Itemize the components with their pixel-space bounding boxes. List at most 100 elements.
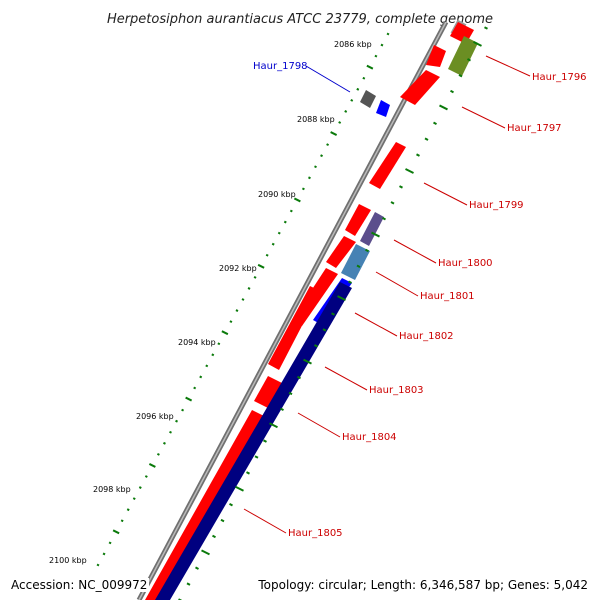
ring-dot: [301, 187, 305, 191]
minor-tick: [467, 58, 471, 62]
ring-dot: [169, 430, 172, 434]
ring-dot: [265, 253, 269, 257]
gene-label-haur-1802: Haur_1802: [399, 331, 454, 342]
minor-tick: [288, 391, 293, 396]
ring-major-tick: [221, 330, 229, 336]
tick-label: 2092 kbp: [219, 264, 257, 273]
ring-dot: [374, 54, 378, 58]
minor-tick: [195, 566, 199, 570]
ring-dot: [338, 121, 342, 124]
ring-dot: [96, 563, 100, 567]
ring-dot: [277, 231, 281, 235]
ring-major-tick: [293, 197, 301, 203]
ring-dot: [211, 353, 215, 357]
ring-dot: [126, 508, 130, 512]
minor-tick: [382, 216, 386, 221]
leader-haur-1796: [485, 55, 531, 77]
gene-haur-1798-gray: [360, 90, 376, 108]
tick-label: 2090 kbp: [258, 190, 296, 199]
minor-tick: [178, 598, 182, 600]
gene-label-haur-1804: Haur_1804: [342, 432, 397, 443]
tick-label: 2100 kbp: [49, 556, 87, 565]
leader-haur-1798: [305, 65, 351, 93]
ring-dot: [326, 143, 330, 147]
minor-tick: [246, 471, 250, 475]
tick-label: 2088 kbp: [297, 115, 335, 124]
leader-lines: [243, 55, 531, 534]
ring-dot: [253, 275, 257, 279]
ring-dot: [247, 287, 251, 290]
leader-haur-1797: [461, 106, 506, 129]
gc-olive-segment: [448, 36, 478, 76]
major-tick: [473, 40, 482, 47]
ring-dot: [181, 408, 185, 412]
minor-tick: [322, 328, 327, 332]
ring-major-tick: [185, 396, 193, 402]
backbone-ring-highlight: [138, 21, 447, 600]
leader-haur-1800: [393, 239, 437, 264]
tick-label: 2086 kbp: [334, 40, 372, 49]
gene-label-haur-1800: Haur_1800: [438, 258, 493, 269]
ring-dot: [163, 441, 166, 445]
gc-mauve-segment: [360, 212, 384, 246]
ring-major-tick: [257, 263, 265, 269]
gene-label-haur-1803: Haur_1803: [369, 385, 424, 396]
cds-haur-1796-arrow: [426, 45, 446, 67]
gc-navy-segment: [155, 282, 352, 600]
ring-dot: [138, 486, 142, 489]
gene-label-haur-1799: Haur_1799: [469, 200, 524, 211]
ring-major-tick: [112, 529, 120, 535]
minor-tick: [433, 121, 437, 126]
ring-dot: [175, 419, 178, 423]
minor-tick: [220, 518, 225, 523]
ring-dot: [308, 176, 311, 180]
cds-haur-1801-feature: [326, 236, 356, 268]
leader-haur-1805: [243, 508, 287, 534]
ring-dot: [271, 242, 275, 246]
ring-dot: [120, 519, 124, 523]
minor-tick: [254, 455, 259, 459]
dotted-ring: [96, 32, 390, 567]
major-tick: [405, 168, 414, 174]
ring-major-tick: [330, 131, 338, 136]
ring-dot: [144, 475, 148, 478]
ring-major-tick: [366, 64, 374, 70]
ring-dot: [217, 342, 221, 346]
ring-dot: [356, 87, 360, 91]
tick-ring: [178, 26, 488, 600]
tick-label: 2096 kbp: [136, 412, 174, 421]
ring-dot: [380, 43, 384, 47]
genome-summary: Topology: circular; Length: 6,346,587 bp…: [256, 578, 590, 592]
ring-dot: [132, 497, 136, 501]
ring-dot: [199, 375, 203, 379]
minor-tick: [365, 248, 369, 253]
minor-tick: [399, 185, 403, 189]
leader-haur-1799: [423, 182, 468, 206]
minor-tick: [186, 582, 191, 586]
cds-haur-1804-feature: [254, 376, 282, 408]
ring-dot: [241, 298, 245, 301]
ring-dot: [350, 98, 354, 102]
tick-labels: 2086 kbp 2088 kbp 2090 kbp 2092 kbp 2094…: [49, 40, 372, 565]
major-tick: [201, 549, 210, 556]
major-tick: [269, 422, 278, 429]
leader-haur-1802: [354, 312, 398, 337]
minor-tick: [229, 502, 233, 507]
ring-dot: [386, 32, 390, 36]
major-tick: [235, 485, 244, 492]
leader-haur-1801: [375, 271, 419, 297]
ring-dot: [156, 452, 160, 456]
cds-haur-1799-feature: [369, 142, 406, 189]
cds-haur-1805-feature: [145, 410, 264, 600]
cds-haur-1803-feature: [268, 286, 320, 370]
ring-dot: [102, 552, 106, 556]
gene-label-haur-1805: Haur_1805: [288, 528, 343, 539]
minor-tick: [416, 153, 420, 157]
minor-tick: [424, 137, 429, 141]
cds-haur-1800-feature: [345, 204, 371, 236]
ring-dot: [205, 364, 209, 368]
ring-dot: [229, 320, 233, 324]
ring-dot: [108, 541, 112, 545]
gene-label-haur-1801: Haur_1801: [420, 291, 475, 302]
